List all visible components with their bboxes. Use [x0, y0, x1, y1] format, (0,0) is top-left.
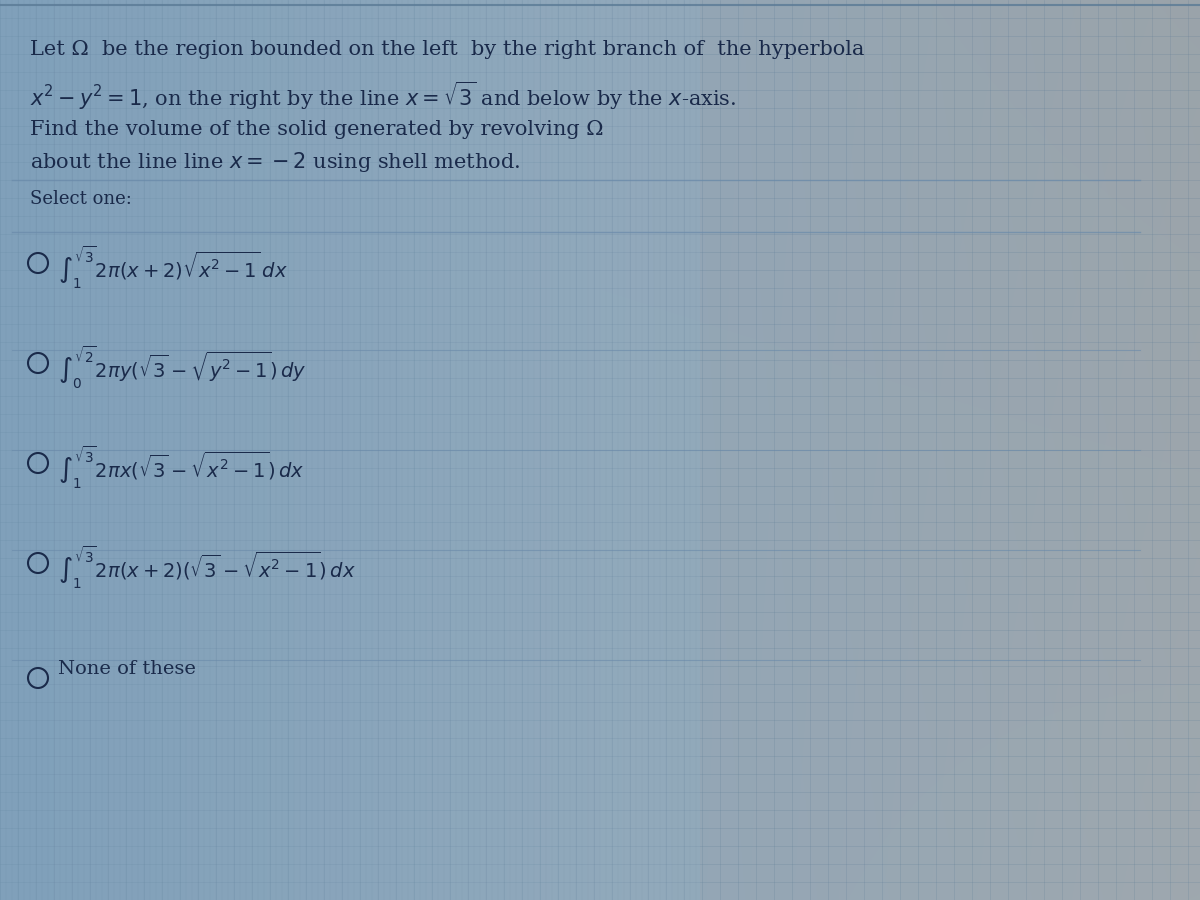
Bar	[0, 0, 700, 900]
Text: Select one:: Select one:	[30, 190, 132, 208]
Text: $\int_1^{\sqrt{3}} 2\pi(x + 2)(\sqrt{3} - \sqrt{x^2 - 1})\,dx$: $\int_1^{\sqrt{3}} 2\pi(x + 2)(\sqrt{3} …	[58, 545, 355, 591]
Text: $x^2 - y^2 = 1$, on the right by the line $x = \sqrt{3}$ and below by the $x$-ax: $x^2 - y^2 = 1$, on the right by the lin…	[30, 80, 737, 112]
Text: Find the volume of the solid generated by revolving Ω: Find the volume of the solid generated b…	[30, 120, 604, 139]
Text: $\int_0^{\sqrt{2}} 2\pi y(\sqrt{3} - \sqrt{y^2 - 1})\,dy$: $\int_0^{\sqrt{2}} 2\pi y(\sqrt{3} - \sq…	[58, 345, 306, 392]
Text: Let Ω  be the region bounded on the left  by the right branch of  the hyperbola: Let Ω be the region bounded on the left …	[30, 40, 864, 59]
Text: $\int_1^{\sqrt{3}} 2\pi x(\sqrt{3} - \sqrt{x^2 - 1})\,dx$: $\int_1^{\sqrt{3}} 2\pi x(\sqrt{3} - \sq…	[58, 445, 304, 491]
Text: about the line line $x = -2$ using shell method.: about the line line $x = -2$ using shell…	[30, 150, 520, 174]
Text: $\int_1^{\sqrt{3}} 2\pi(x + 2)\sqrt{x^2 - 1}\,dx$: $\int_1^{\sqrt{3}} 2\pi(x + 2)\sqrt{x^2 …	[58, 245, 288, 292]
Text: None of these: None of these	[58, 660, 196, 678]
